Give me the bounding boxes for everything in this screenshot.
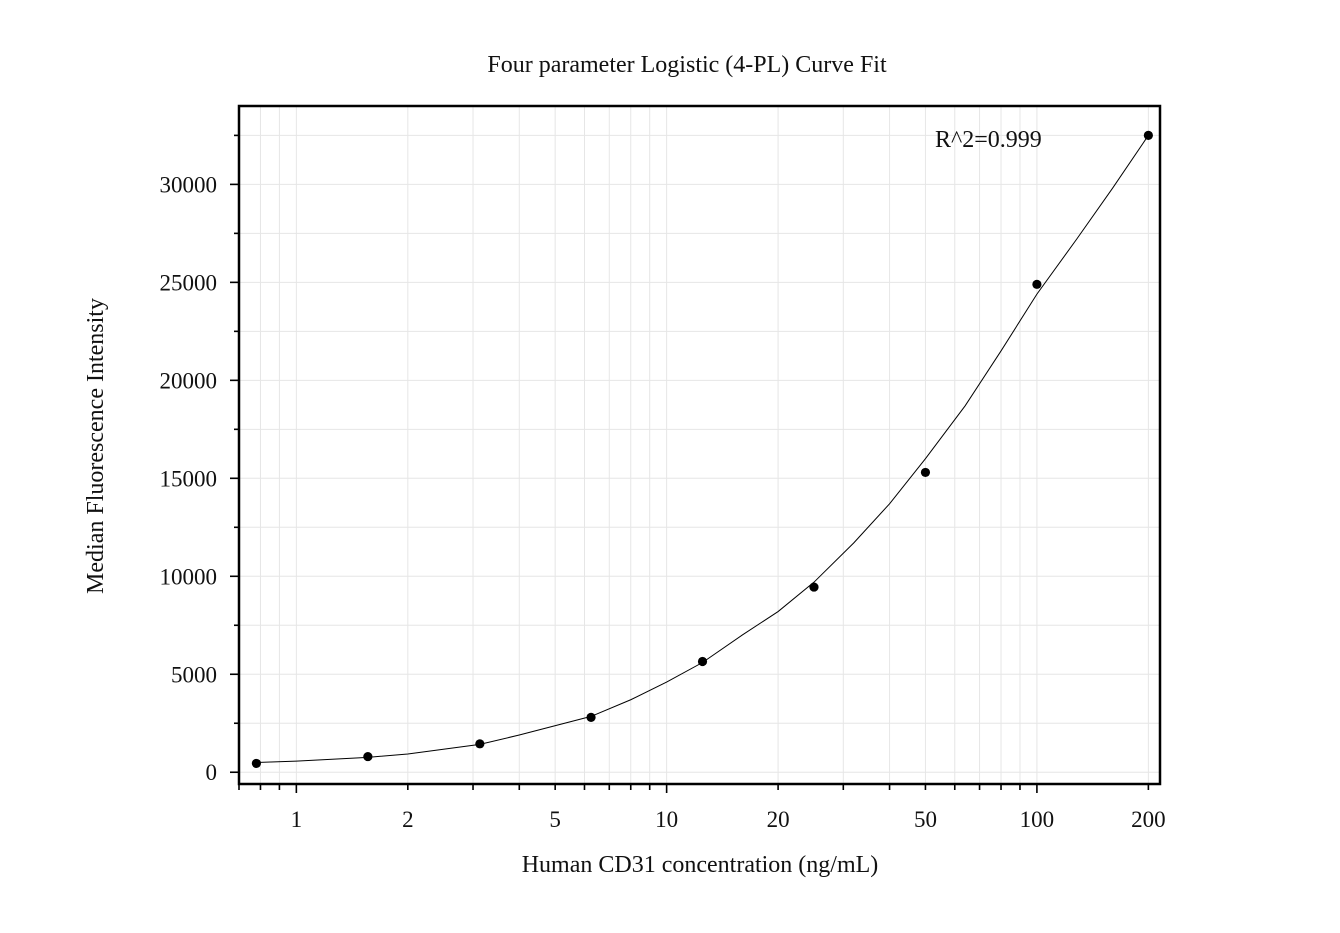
- plot-frame: [237, 104, 1162, 786]
- data-point: [697, 656, 708, 667]
- x-tick-label: 20: [767, 807, 790, 832]
- y-tick-label: 10000: [160, 564, 218, 589]
- tick-labels: 1 2 5 10 20 50 100 200 0 5000 10000 15000 20000 25000…: [160, 172, 1166, 832]
- y-tick-label: 5000: [171, 662, 217, 687]
- x-tick-label: 200: [1131, 807, 1166, 832]
- chart-title: Four parameter Logistic (4-PL) Curve Fit: [487, 52, 887, 78]
- y-axis-label: Median Fluorescence Intensity: [83, 298, 109, 594]
- data-point: [475, 739, 485, 749]
- x-tick-label: 5: [549, 807, 561, 832]
- axis-ticks: [230, 134, 1150, 793]
- x-tick-label: 1: [291, 807, 303, 832]
- x-axis-label: Human CD31 concentration (ng/mL): [522, 852, 879, 878]
- fit-curve: [256, 135, 1149, 763]
- data-point: [251, 758, 262, 769]
- x-tick-label: 2: [402, 807, 414, 832]
- x-tick-label: 10: [655, 807, 678, 832]
- grid-lines: [238, 106, 1160, 784]
- y-tick-label: 25000: [160, 270, 218, 295]
- data-point: [363, 751, 373, 762]
- y-tick-label: 0: [206, 760, 218, 785]
- y-tick-label: 20000: [160, 368, 218, 393]
- data-point: [586, 712, 596, 722]
- data-points: [251, 130, 1153, 769]
- x-tick-label: 100: [1020, 807, 1055, 832]
- y-tick-label: 30000: [160, 172, 218, 197]
- data-point: [920, 467, 931, 478]
- data-point: [1032, 279, 1042, 289]
- y-tick-label: 15000: [160, 466, 218, 491]
- r-squared-annotation: R^2=0.999: [935, 127, 1042, 153]
- data-point: [1143, 130, 1153, 140]
- data-point: [809, 582, 819, 592]
- x-tick-label: 50: [914, 807, 937, 832]
